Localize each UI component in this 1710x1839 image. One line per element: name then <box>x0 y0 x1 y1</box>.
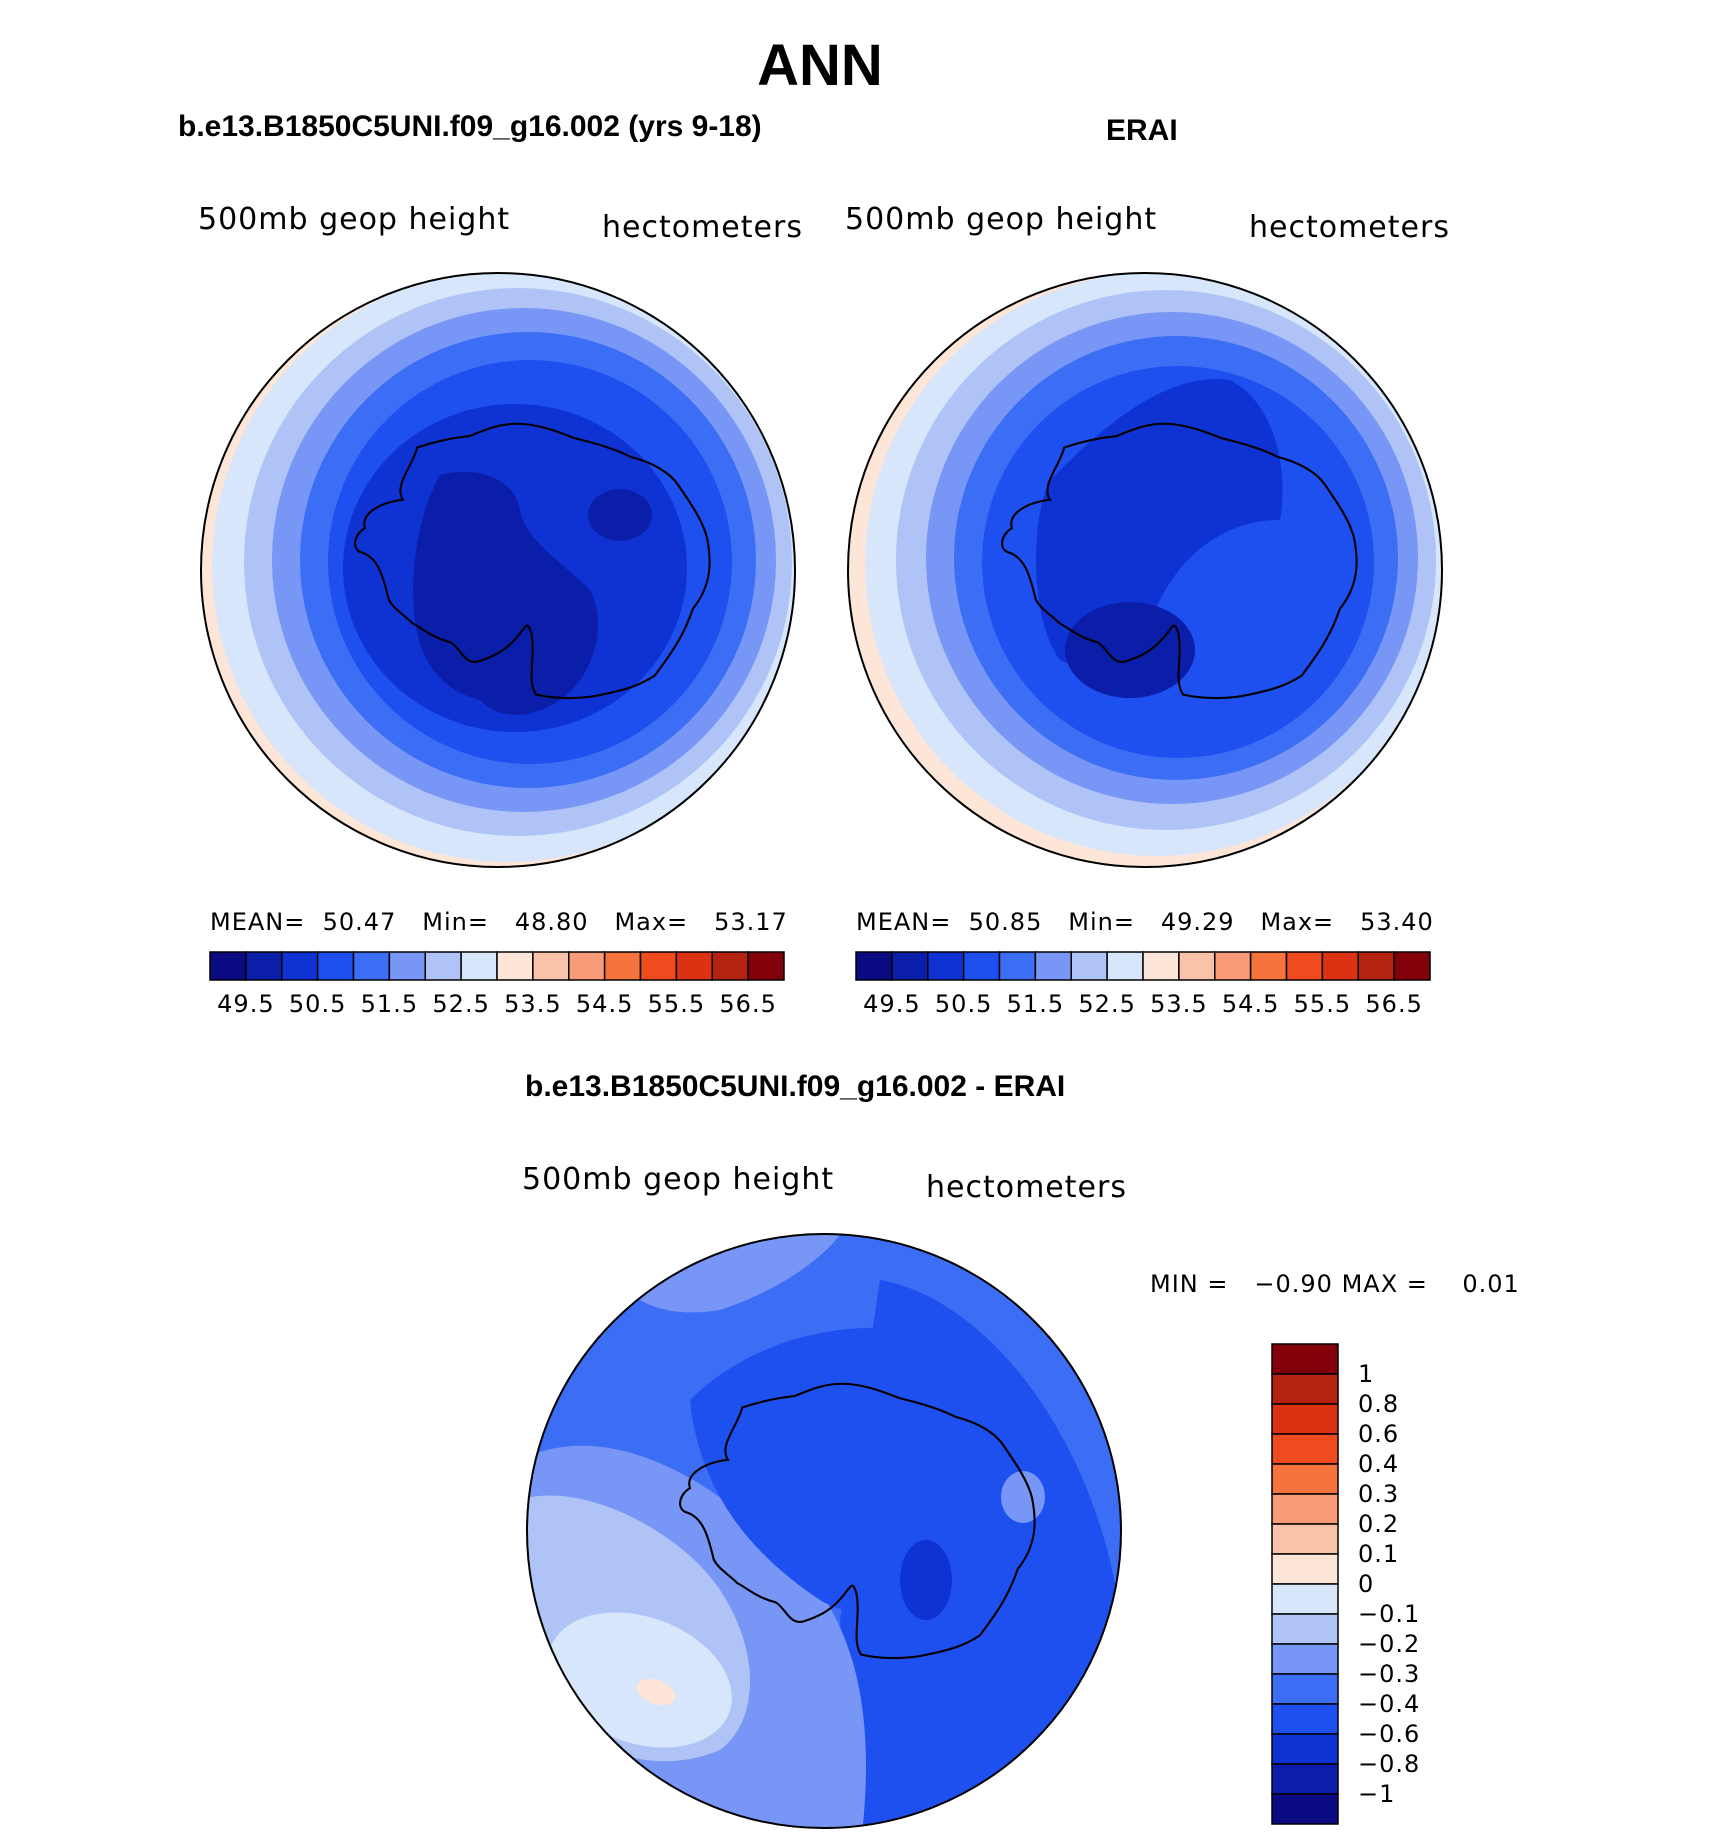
colorbar-swatch <box>962 951 1001 981</box>
panel2-colorbar: 49.5 50.5 51.5 52.5 53.5 54.5 55.5 56.5 <box>855 951 1431 1018</box>
colorbar-swatch <box>1106 951 1144 981</box>
colorbar-swatch <box>1271 1613 1339 1645</box>
panel1-stats: MEAN= 50.47 Min= 48.80 Max= 53.17 <box>210 908 788 936</box>
colorbar-swatch <box>1034 951 1072 981</box>
colorbar-swatch <box>1271 1553 1339 1585</box>
panel3-units-label: hectometers <box>926 1170 1127 1205</box>
panel2-map <box>847 272 1443 868</box>
colorbar-swatch <box>1285 951 1324 981</box>
colorbar-swatch <box>281 951 319 981</box>
colorbar-swatch <box>1249 951 1288 981</box>
colorbar-tick-label: 0.6 <box>1358 1420 1399 1448</box>
colorbar-swatch <box>245 951 283 981</box>
colorbar-swatch <box>352 951 391 981</box>
colorbar-swatch <box>209 951 247 981</box>
colorbar-swatch <box>1271 1793 1339 1825</box>
panel2-variable-label: 500mb geop height <box>845 202 1158 237</box>
colorbar-swatch <box>460 951 498 981</box>
colorbar-tick-label: 0.8 <box>1358 1390 1399 1418</box>
panel3-stats: MIN = −0.90 MAX = 0.01 <box>1150 1270 1520 1298</box>
colorbar-tick-label: 53.5 <box>504 990 561 1018</box>
colorbar-swatch <box>675 951 713 981</box>
colorbar-swatch <box>1271 1403 1339 1435</box>
colorbar-tick-label: −1 <box>1358 1780 1395 1808</box>
colorbar-tick-label: 53.5 <box>1150 990 1207 1018</box>
colorbar-swatch <box>1357 951 1395 981</box>
panel1-title: b.e13.B1850C5UNI.f09_g16.002 (yrs 9-18) <box>178 110 762 143</box>
colorbar-swatch <box>1070 951 1108 981</box>
colorbar-swatch <box>388 951 426 981</box>
colorbar-tick-label: 50.5 <box>289 990 346 1018</box>
panel2-units-label: hectometers <box>1249 210 1450 245</box>
colorbar-tick-label: 0.2 <box>1358 1510 1399 1538</box>
colorbar-tick-label: 0.3 <box>1358 1480 1399 1508</box>
colorbar-swatch <box>1178 951 1216 981</box>
colorbar-tick-label: 0.4 <box>1358 1450 1399 1478</box>
colorbar-swatch <box>316 951 355 981</box>
colorbar-swatch <box>1271 1673 1339 1705</box>
panel1-variable-label: 500mb geop height <box>198 202 511 237</box>
colorbar-swatch <box>568 951 606 981</box>
colorbar-tick-label: 56.5 <box>719 990 776 1018</box>
colorbar-swatch <box>1271 1583 1339 1615</box>
colorbar-swatch <box>1271 1523 1339 1555</box>
panel1-colorbar: 49.5 50.5 51.5 52.5 53.5 54.5 55.5 56.5 <box>209 951 785 1018</box>
colorbar-tick-label: 49.5 <box>217 990 274 1018</box>
colorbar-tick-label: 56.5 <box>1365 990 1422 1018</box>
colorbar-swatch <box>998 951 1037 981</box>
colorbar-tick-label: −0.3 <box>1358 1660 1420 1688</box>
panel3-map <box>526 1233 1122 1829</box>
colorbar-tick-label: −0.8 <box>1358 1750 1420 1778</box>
colorbar-swatch <box>603 951 642 981</box>
colorbar-swatch <box>496 951 534 981</box>
colorbar-tick-label: 49.5 <box>863 990 920 1018</box>
colorbar-tick-label: 0.1 <box>1358 1540 1399 1568</box>
colorbar-tick-label: −0.1 <box>1358 1600 1420 1628</box>
colorbar-tick-label: 55.5 <box>648 990 705 1018</box>
colorbar-swatch <box>1271 1733 1339 1765</box>
colorbar-tick-label: −0.6 <box>1358 1720 1420 1748</box>
colorbar-tick-label: 51.5 <box>361 990 418 1018</box>
panel2-stats: MEAN= 50.85 Min= 49.29 Max= 53.40 <box>856 908 1434 936</box>
colorbar-tick-label: −0.2 <box>1358 1630 1420 1658</box>
colorbar-swatch <box>1271 1373 1339 1405</box>
colorbar-swatch <box>927 951 965 981</box>
colorbar-swatch <box>1271 1703 1339 1735</box>
colorbar-tick-label: 50.5 <box>935 990 992 1018</box>
panel1-map <box>200 272 796 868</box>
colorbar-tick-label: 54.5 <box>576 990 633 1018</box>
colorbar-tick-label: 54.5 <box>1222 990 1279 1018</box>
colorbar-swatch <box>1142 951 1180 981</box>
colorbar-swatch <box>711 951 749 981</box>
colorbar-tick-label: 0 <box>1358 1570 1374 1598</box>
colorbar-swatch <box>1271 1493 1339 1525</box>
panel3-colorbar: 10.80.60.40.30.20.10−0.1−0.2−0.3−0.4−0.6… <box>1271 1343 1420 1825</box>
colorbar-swatch <box>1393 951 1431 981</box>
colorbar-tick-label: 51.5 <box>1007 990 1064 1018</box>
colorbar-swatch <box>1271 1643 1339 1675</box>
colorbar-swatch <box>855 951 893 981</box>
figure-title: ANN <box>757 33 883 98</box>
colorbar-swatch <box>891 951 929 981</box>
colorbar-tick-label: 52.5 <box>1078 990 1135 1018</box>
colorbar-tick-label: 52.5 <box>432 990 489 1018</box>
panel3-title: b.e13.B1850C5UNI.f09_g16.002 - ERAI <box>525 1070 1066 1103</box>
panel3-variable-label: 500mb geop height <box>522 1162 835 1197</box>
colorbar-swatch <box>532 951 570 981</box>
colorbar-swatch <box>1321 951 1359 981</box>
colorbar-swatch <box>1271 1763 1339 1795</box>
panel1-units-label: hectometers <box>602 210 803 245</box>
colorbar-swatch <box>1271 1343 1339 1375</box>
colorbar-swatch <box>1214 951 1252 981</box>
colorbar-tick-label: −0.4 <box>1358 1690 1420 1718</box>
colorbar-swatch <box>1271 1463 1339 1495</box>
colorbar-tick-label: 55.5 <box>1294 990 1351 1018</box>
colorbar-swatch <box>1271 1433 1339 1465</box>
colorbar-swatch <box>424 951 462 981</box>
colorbar-tick-label: 1 <box>1358 1360 1374 1388</box>
colorbar-swatch <box>639 951 678 981</box>
colorbar-swatch <box>747 951 785 981</box>
panel2-title: ERAI <box>1106 114 1178 147</box>
